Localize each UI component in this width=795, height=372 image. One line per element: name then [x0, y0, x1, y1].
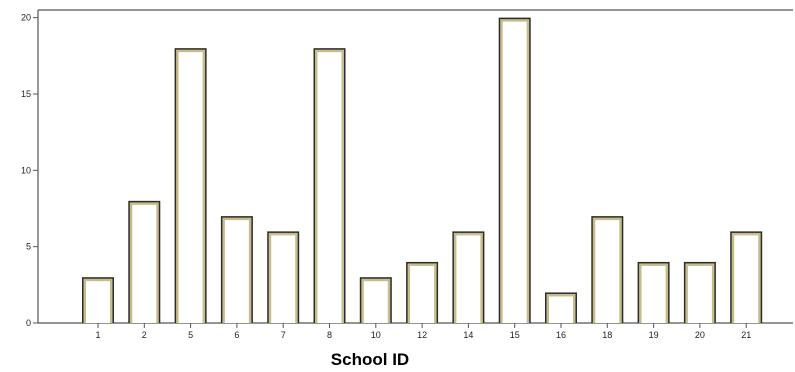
x-axis-title: School ID	[331, 350, 409, 369]
x-tick-label: 20	[695, 330, 705, 340]
y-tick-label: 10	[21, 165, 31, 175]
x-axis: 1 2 5 6 7 8 10 12 14 15 16 18 19 20 21	[95, 323, 751, 340]
bar	[545, 292, 577, 323]
bar	[174, 48, 207, 324]
bar-fill	[178, 52, 203, 324]
bar-fill	[687, 265, 712, 323]
bar	[128, 200, 161, 323]
y-tick-label: 5	[26, 242, 31, 252]
x-tick-label: 14	[463, 330, 473, 340]
x-tick-label: 21	[741, 330, 751, 340]
bar	[267, 231, 300, 323]
bar	[591, 216, 624, 323]
x-tick-label: 19	[649, 330, 659, 340]
x-tick-label: 16	[556, 330, 566, 340]
bar-fill	[641, 265, 666, 323]
y-tick-label: 0	[26, 318, 31, 328]
x-tick-label: 5	[188, 330, 193, 340]
bar-fill	[132, 204, 157, 323]
bar	[730, 231, 763, 323]
bar-fill	[549, 296, 573, 323]
x-tick-label: 18	[602, 330, 612, 340]
x-tick-label: 1	[95, 330, 100, 340]
bar-fill	[502, 21, 527, 323]
bar-fill	[317, 52, 342, 324]
x-tick-label: 7	[281, 330, 286, 340]
x-tick-label: 2	[142, 330, 147, 340]
bar-fill	[86, 281, 110, 323]
bar	[498, 17, 531, 323]
bars	[82, 17, 763, 324]
bar-fill	[410, 265, 435, 323]
y-axis: 0 5 10 15 20	[21, 13, 38, 328]
bar	[313, 48, 346, 324]
x-tick-label: 12	[417, 330, 427, 340]
bar	[637, 261, 670, 323]
bar	[220, 216, 253, 323]
bar	[359, 277, 392, 323]
bar	[452, 231, 485, 323]
bar	[82, 277, 114, 323]
x-tick-label: 8	[327, 330, 332, 340]
bar-fill	[734, 235, 759, 323]
bar-fill	[595, 220, 620, 323]
bar-fill	[271, 235, 296, 323]
bar	[406, 261, 439, 323]
bar-fill	[224, 220, 249, 323]
bar-fill	[456, 235, 481, 323]
bar	[683, 261, 716, 323]
y-tick-label: 20	[21, 13, 31, 23]
x-tick-label: 10	[371, 330, 381, 340]
x-tick-label: 6	[234, 330, 239, 340]
y-tick-label: 15	[21, 89, 31, 99]
bar-fill	[363, 281, 388, 323]
x-tick-label: 15	[510, 330, 520, 340]
